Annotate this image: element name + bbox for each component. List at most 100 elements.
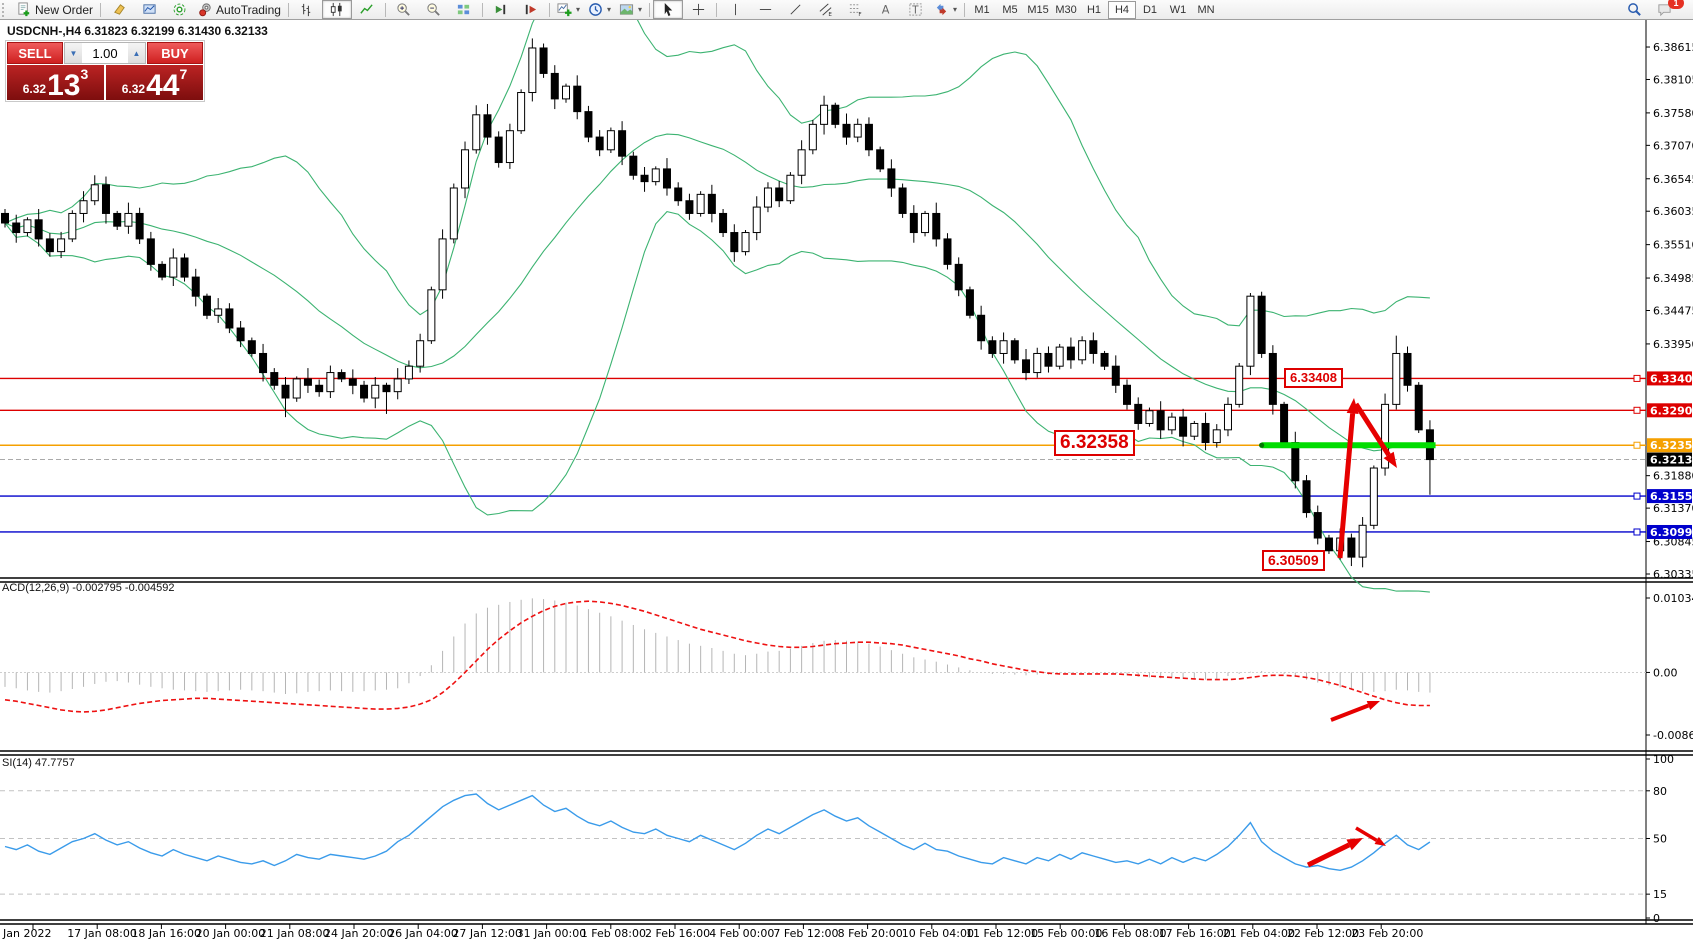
zoom-out-button[interactable] xyxy=(419,0,449,19)
bar-chart-button[interactable] xyxy=(292,0,322,19)
trend-arrow-head[interactable] xyxy=(1346,838,1363,851)
chart-shift-button[interactable] xyxy=(516,0,546,19)
highlight-line-anchor[interactable] xyxy=(1259,442,1265,448)
templates-button[interactable]: ▾ xyxy=(615,0,646,19)
price-axis-label: 6.33950 xyxy=(1653,338,1693,351)
price-axis-label: 6.38105 xyxy=(1653,73,1693,86)
candle-body xyxy=(337,372,346,380)
candle-body xyxy=(1022,359,1031,374)
timeframe-h4-button[interactable]: H4 xyxy=(1108,0,1137,19)
candle-body xyxy=(651,168,660,183)
candlestick-chart-button[interactable] xyxy=(321,0,352,19)
price-axis-label: 6.35510 xyxy=(1653,239,1693,252)
crosshair-button[interactable] xyxy=(683,0,713,19)
arrows-button[interactable]: ▾ xyxy=(930,0,961,19)
search-button[interactable] xyxy=(1619,0,1649,19)
entry-zone-annotation[interactable]: 6.32358 xyxy=(1054,430,1135,456)
text-button[interactable]: A xyxy=(870,0,900,19)
trendline-button[interactable] xyxy=(780,0,810,19)
candle-body xyxy=(1291,442,1300,482)
candle-body xyxy=(23,219,32,234)
candle-body xyxy=(752,206,761,234)
trend-arrow-object[interactable] xyxy=(1355,826,1378,842)
candle-body xyxy=(1190,422,1199,437)
trend-arrow-object[interactable] xyxy=(1306,842,1351,868)
price-axis-badge xyxy=(1647,438,1692,453)
macd-axis-label: 0.010349 xyxy=(1653,592,1693,605)
vertical-line-button[interactable] xyxy=(720,0,750,19)
zoom-in-button[interactable] xyxy=(389,0,419,19)
candle-body xyxy=(1055,346,1064,367)
text-label-button[interactable]: T xyxy=(900,0,930,19)
periods-button[interactable]: ▾ xyxy=(584,0,615,19)
line-anchor-handle[interactable] xyxy=(1633,528,1641,536)
volume-input[interactable] xyxy=(82,43,128,63)
timeframe-m5-button[interactable]: M5 xyxy=(1002,3,1018,16)
candle-body xyxy=(1313,512,1322,539)
trend-arrow-head[interactable] xyxy=(1374,836,1386,846)
candle-body xyxy=(1033,352,1042,374)
channel-button[interactable]: E xyxy=(810,0,840,19)
volume-increase-button[interactable]: ▲ xyxy=(128,43,145,63)
price-axis-label: 6.36545 xyxy=(1653,173,1693,186)
trend-arrow-object[interactable] xyxy=(1353,402,1391,457)
candle-body xyxy=(1145,410,1154,424)
rsi-indicator-label: SI(14) 47.7757 xyxy=(2,757,75,769)
timeframe-m30-button[interactable]: M30 xyxy=(1055,3,1077,16)
timeframe-m1-button[interactable]: M1 xyxy=(974,3,990,16)
sell-price[interactable]: 6.32 13 3 xyxy=(7,65,104,101)
timeframe-d1-button[interactable]: D1 xyxy=(1142,3,1158,16)
line-chart-button[interactable] xyxy=(352,0,382,19)
auto-scroll-button[interactable] xyxy=(486,0,516,19)
timeframe-mn-button[interactable]: MN xyxy=(1197,3,1215,16)
buy-button[interactable]: BUY xyxy=(147,42,203,64)
trend-arrow-object[interactable] xyxy=(1337,413,1356,559)
svg-text:F: F xyxy=(858,12,861,17)
candle-body xyxy=(696,193,705,214)
dropdown-caret-icon: ▾ xyxy=(637,5,642,14)
swing-low-annotation[interactable]: 6.30509 xyxy=(1262,550,1325,571)
trend-arrow-object[interactable] xyxy=(1330,703,1370,722)
price-axis-badge-label: 6.30995 xyxy=(1650,526,1693,539)
toolbar-grip[interactable] xyxy=(2,2,11,17)
candle-body xyxy=(1044,352,1053,367)
autotrading-button[interactable]: AutoTrading xyxy=(194,0,285,19)
candle-body xyxy=(1,212,9,224)
experts-button[interactable] xyxy=(134,0,164,19)
candle-body xyxy=(629,155,638,176)
new-chart-button[interactable]: ▾ xyxy=(553,0,584,19)
fibonacci-icon: F xyxy=(849,4,861,17)
line-anchor-handle[interactable] xyxy=(1633,406,1641,414)
trend-arrow-head[interactable] xyxy=(1366,701,1380,710)
fibonacci-button[interactable]: F xyxy=(840,0,870,19)
tile-windows-button[interactable] xyxy=(449,0,479,19)
line-anchor-handle[interactable] xyxy=(1633,374,1641,382)
horizontal-line-button[interactable] xyxy=(750,0,780,19)
candle-body xyxy=(1414,384,1423,431)
price-axis-badge xyxy=(1647,452,1692,467)
macd-signal-line xyxy=(4,600,1430,713)
price-axis-label: 6.31370 xyxy=(1653,502,1693,515)
timeframe-m15-button[interactable]: M15 xyxy=(1027,3,1049,16)
candle-body xyxy=(113,212,122,227)
line-anchor-handle[interactable] xyxy=(1633,492,1641,500)
resistance-annotation[interactable]: 6.33408 xyxy=(1284,368,1343,388)
trend-arrow-head[interactable] xyxy=(1346,398,1359,414)
styler-button[interactable] xyxy=(104,0,134,19)
chart-title: USDCNH-,H4 6.31823 6.32199 6.31430 6.321… xyxy=(7,24,268,38)
trend-arrow-head[interactable] xyxy=(1383,451,1397,468)
new-order-button[interactable]: New Order xyxy=(13,0,97,19)
line-anchor-handle[interactable] xyxy=(1633,441,1641,449)
new-order-label: New Order xyxy=(35,2,94,17)
buy-price[interactable]: 6.32 44 7 xyxy=(106,65,203,101)
separator xyxy=(481,2,483,17)
timeframe-h1-button[interactable]: H1 xyxy=(1086,3,1102,16)
sell-button[interactable]: SELL xyxy=(7,42,63,64)
timeframe-w1-button[interactable]: W1 xyxy=(1169,3,1187,16)
notifications-button[interactable]: 1 xyxy=(1649,0,1684,19)
cursor-button[interactable] xyxy=(653,0,683,19)
signals-button[interactable] xyxy=(164,0,194,19)
volume-decrease-button[interactable]: ▼ xyxy=(65,43,82,63)
separator xyxy=(964,2,966,17)
